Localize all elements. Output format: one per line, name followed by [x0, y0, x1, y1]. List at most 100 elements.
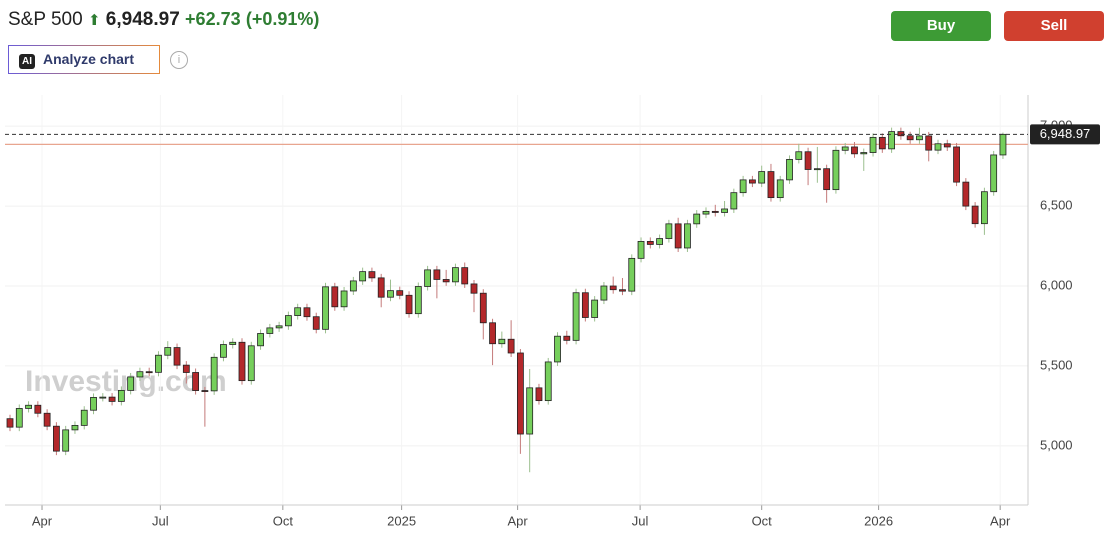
- candle-body: [117, 389, 125, 402]
- candle-body: [609, 285, 617, 291]
- candle-body: [340, 290, 348, 308]
- candle-body: [34, 404, 42, 414]
- candle-body: [953, 146, 960, 183]
- last-price-label: 6,948.97: [1040, 126, 1091, 141]
- candle-body: [275, 325, 283, 329]
- candle-body: [906, 135, 914, 141]
- candle-body: [841, 146, 849, 151]
- candle-body: [749, 179, 756, 184]
- candle-body: [758, 171, 766, 184]
- candle-body: [981, 191, 988, 225]
- candle-body: [322, 286, 329, 330]
- candle-body: [990, 154, 998, 193]
- candle-body: [442, 279, 450, 283]
- candle-body: [823, 168, 831, 191]
- analyze-button[interactable]: AI Analyze chart: [8, 45, 160, 74]
- candle-body: [331, 286, 339, 308]
- candle-body: [999, 133, 1007, 156]
- candle-body: [201, 390, 209, 392]
- candle-body: [71, 424, 79, 431]
- candle-body: [674, 223, 682, 249]
- candle-body: [424, 269, 432, 287]
- price: 6,948.97: [105, 9, 180, 30]
- candle-body: [943, 143, 951, 148]
- x-tick-label: 2026: [864, 513, 893, 528]
- candle-body: [127, 376, 135, 391]
- candle-body: [368, 271, 376, 279]
- candle-body: [507, 338, 515, 354]
- candle-body: [53, 425, 60, 452]
- candle-body: [43, 412, 51, 427]
- candle-body: [665, 223, 673, 239]
- analyze-label: Analyze chart: [43, 51, 135, 67]
- candle-body: [693, 213, 701, 225]
- x-tick-label: 2025: [387, 513, 416, 528]
- candle-body: [878, 136, 886, 150]
- candle-body: [804, 151, 812, 170]
- buy-button[interactable]: Buy: [891, 11, 991, 41]
- candle-body: [767, 171, 775, 199]
- candle-body: [247, 345, 255, 382]
- candle-body: [192, 372, 200, 391]
- candle-body: [637, 241, 645, 259]
- symbol: S&P 500: [8, 9, 83, 30]
- candle-body: [721, 208, 728, 213]
- candle-body: [526, 387, 534, 435]
- candle-body: [25, 404, 32, 409]
- candle-body: [359, 271, 367, 282]
- candle-body: [80, 409, 88, 426]
- candle-body: [229, 341, 237, 345]
- up-arrow: ⬆: [87, 12, 101, 29]
- sell-button[interactable]: Sell: [1004, 11, 1104, 41]
- candle-body: [628, 257, 636, 292]
- candle-body: [544, 361, 552, 402]
- candle-body: [554, 335, 561, 363]
- candle-body: [498, 338, 506, 345]
- candle-body: [257, 333, 264, 347]
- candle-body: [739, 179, 747, 194]
- candle-body: [869, 136, 877, 153]
- candle-body: [377, 277, 385, 298]
- candle-body: [6, 418, 14, 428]
- candle-body: [888, 131, 895, 150]
- candle-body: [145, 371, 153, 374]
- candle-body: [349, 280, 357, 292]
- ai-badge: AI: [19, 54, 35, 69]
- candle-body: [284, 315, 292, 327]
- candle-body: [711, 210, 719, 213]
- x-tick-label: Jul: [152, 513, 169, 528]
- candle-body: [916, 135, 923, 141]
- candle-body: [813, 168, 821, 171]
- candle-body: [62, 429, 70, 452]
- candle-body: [108, 396, 116, 402]
- candle-body: [581, 292, 589, 318]
- candle-body: [730, 192, 738, 210]
- x-tick-label: Apr: [990, 513, 1011, 528]
- last-price-box: [1030, 124, 1100, 145]
- candle-body: [303, 307, 311, 318]
- candle-body: [925, 135, 933, 151]
- candle-body: [934, 143, 942, 151]
- candle-body: [266, 327, 274, 334]
- candle-body: [860, 152, 868, 155]
- candle-body: [517, 352, 524, 435]
- candle-body: [897, 131, 905, 137]
- candle-body: [238, 341, 246, 382]
- x-tick-label: Apr: [32, 513, 53, 528]
- candle-body: [294, 307, 302, 316]
- candle-body: [387, 290, 394, 298]
- candle-body: [535, 387, 543, 402]
- candle-body: [164, 347, 172, 356]
- candle-body: [832, 149, 840, 191]
- candle-body: [656, 238, 663, 245]
- y-tick-label: 5,000: [1040, 437, 1073, 452]
- info-icon[interactable]: i: [170, 51, 188, 69]
- candle-body: [684, 223, 691, 249]
- candle-body: [99, 396, 107, 399]
- y-tick-label: 6,000: [1040, 277, 1073, 292]
- candle-body: [220, 344, 227, 358]
- candle-body: [155, 354, 162, 373]
- candle-body: [461, 267, 469, 285]
